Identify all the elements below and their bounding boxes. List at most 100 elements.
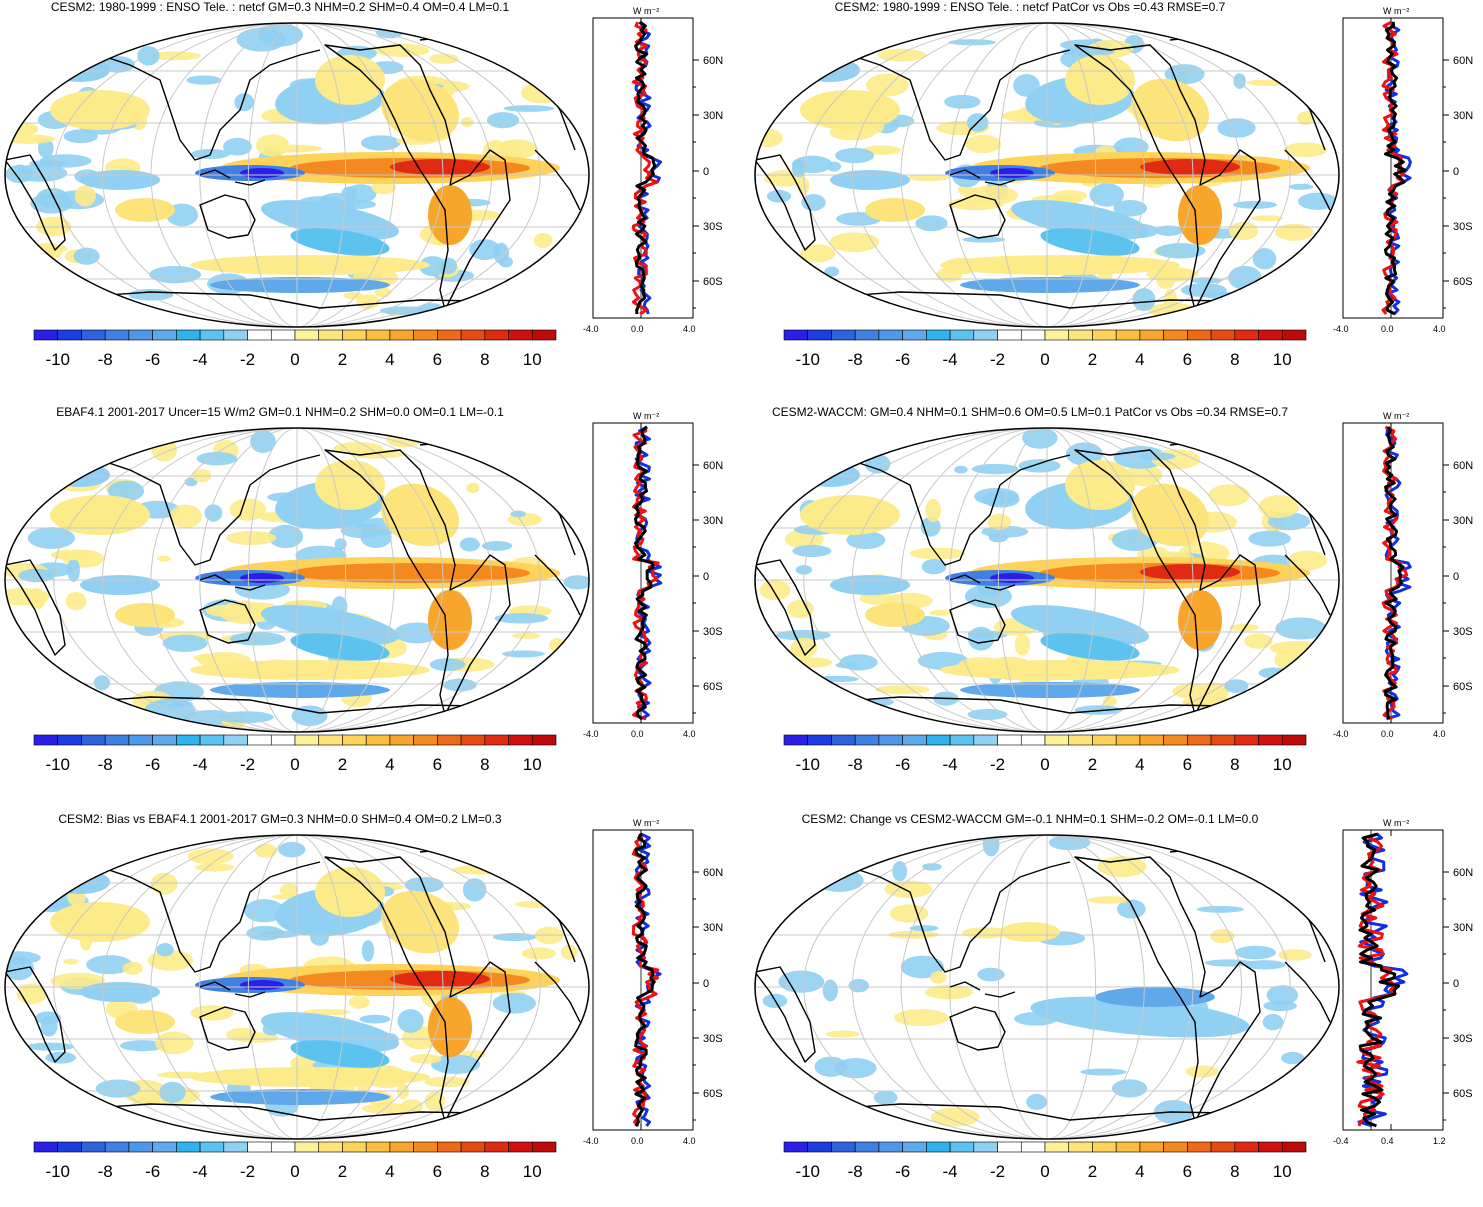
colorbar-swatch — [807, 1141, 832, 1153]
anomaly-patch — [1018, 459, 1061, 473]
colorbar-swatch — [783, 329, 809, 341]
colorbar-swatch — [389, 1141, 414, 1153]
anomaly-patch — [964, 185, 1018, 206]
colorbar-swatch — [460, 734, 486, 746]
colorbar-swatch — [199, 734, 225, 746]
zonal-mean-line — [634, 20, 657, 315]
anomaly-patch — [1026, 1093, 1048, 1110]
colorbar-label: 4 — [385, 755, 394, 774]
colorbar-swatch — [783, 734, 809, 746]
lat-tick-label: 60S — [1453, 276, 1473, 288]
colorbar-label: -10 — [45, 1162, 70, 1181]
anomaly-patch — [359, 1014, 391, 1024]
anomaly-patch — [1197, 682, 1229, 702]
lat-tick-label: 0 — [703, 978, 709, 990]
colorbar-swatch — [1020, 329, 1046, 341]
zonal-xtick-label: 4.0 — [683, 729, 696, 739]
anomaly-patch — [1140, 159, 1240, 175]
anomaly-patch — [1125, 464, 1163, 487]
colorbar-label: -10 — [45, 350, 70, 369]
anomaly-patch — [205, 604, 248, 618]
colorbar-swatch — [128, 1141, 153, 1153]
panel-title: CESM2: Bias vs EBAF4.1 2001-2017 GM=0.3 … — [58, 812, 502, 826]
zonal-mean-line — [1358, 832, 1401, 1128]
anomaly-patch — [360, 135, 401, 151]
colorbar-label: 4 — [1135, 755, 1144, 774]
colorbar-swatch — [854, 734, 880, 746]
colorbar-swatch — [807, 329, 832, 341]
anomaly-patch — [825, 1030, 860, 1038]
colorbar-label: -2 — [990, 1162, 1005, 1181]
colorbar-swatch — [783, 1141, 809, 1153]
colorbar-label: 0 — [290, 350, 299, 369]
anomaly-patch — [250, 430, 276, 454]
colorbar-swatch — [531, 1141, 557, 1153]
anomaly-patch — [755, 128, 783, 148]
anomaly-patch — [119, 1040, 166, 1052]
anomaly-patch — [922, 863, 942, 871]
zonal-mean-line — [1384, 426, 1405, 720]
anomaly-patch — [967, 708, 1008, 721]
colorbar-label: -6 — [145, 350, 160, 369]
anomaly-patch — [907, 174, 950, 182]
anomaly-patch — [1283, 142, 1327, 158]
anomaly-patch — [873, 1090, 898, 1105]
colorbar-swatch — [484, 1141, 509, 1153]
anomaly-patch — [1190, 277, 1222, 284]
zonal-xtick-label: -0.4 — [1333, 1136, 1349, 1146]
anomaly-patch — [1117, 899, 1146, 919]
anomaly-patch — [190, 1067, 430, 1087]
colorbar-swatch — [389, 734, 414, 746]
anomaly-patch — [194, 863, 235, 872]
colorbar-swatch — [104, 329, 130, 341]
anomaly-patch — [1286, 550, 1328, 571]
anomaly-patch — [374, 43, 430, 58]
anomaly-patch — [223, 137, 252, 156]
anomaly-patch — [514, 900, 559, 908]
anomaly-patch — [1244, 633, 1273, 649]
colorbar-label: -2 — [990, 755, 1005, 774]
anomaly-patch — [1097, 856, 1147, 878]
graticule — [755, 23, 1339, 327]
anomaly-patch — [371, 181, 397, 195]
anomaly-patch — [877, 48, 926, 62]
anomaly-patch — [961, 927, 1010, 939]
anomaly-patch — [261, 200, 399, 240]
colorbar-swatch — [1139, 329, 1164, 341]
zonal-xtick-label: 0.4 — [1381, 1136, 1394, 1146]
colorbar-swatch — [152, 329, 177, 341]
map-outline — [4, 22, 590, 328]
colorbar-label: 2 — [338, 755, 347, 774]
colorbar-label: -8 — [848, 755, 863, 774]
anomaly-patch — [240, 980, 284, 990]
anomaly-patch — [1252, 248, 1277, 270]
lat-tick-label: 60S — [703, 276, 723, 288]
lat-tick-label: 0 — [1453, 571, 1459, 583]
anomaly-patch — [40, 1015, 58, 1037]
anomaly-patch — [254, 843, 278, 858]
colorbar-label: 10 — [1273, 350, 1292, 369]
anomaly-patch — [93, 675, 111, 691]
colorbar-swatch — [1044, 329, 1070, 341]
colorbar-label: 2 — [1088, 1162, 1097, 1181]
anomaly-patch — [234, 93, 255, 112]
anomaly-patch — [1296, 111, 1315, 126]
anomaly-patch — [381, 483, 459, 547]
colorbar-label: 0 — [1040, 755, 1049, 774]
map-outline — [4, 427, 590, 733]
anomaly-patch — [268, 524, 304, 549]
colorbar-label: -10 — [795, 755, 820, 774]
panel-p6: CESM2: Change vs CESM2-WACCM GM=-0.1 NHM… — [750, 812, 1483, 1207]
anomaly-patch — [930, 971, 947, 984]
graticule — [5, 835, 589, 1139]
colorbar-swatch — [1258, 1141, 1283, 1153]
anomaly-patch — [128, 288, 174, 301]
lat-tick-label: 60S — [703, 1088, 723, 1100]
anomaly-patch — [829, 232, 880, 253]
colorbar-swatch — [365, 734, 391, 746]
anomaly-patch — [1155, 243, 1206, 259]
colorbar-label: 10 — [1273, 1162, 1292, 1181]
colorbar-swatch — [152, 734, 177, 746]
colorbar-swatch — [365, 1141, 391, 1153]
colorbar-swatch — [1210, 329, 1236, 341]
